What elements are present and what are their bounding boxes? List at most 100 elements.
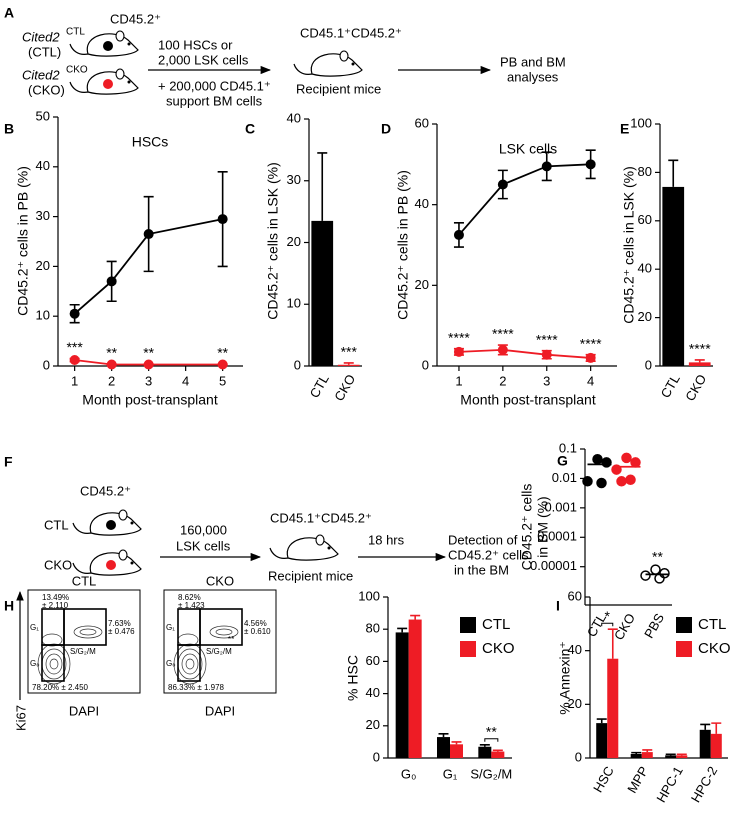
- diagram-text: (CTL): [28, 44, 61, 59]
- legend-swatch: [460, 617, 476, 633]
- significance: ****: [689, 341, 711, 357]
- error-bar: [397, 627, 408, 633]
- diagram-text: CTL: [44, 517, 69, 532]
- diagram-text: CD45.1⁺CD45.2⁺: [300, 25, 402, 40]
- data-point: [541, 161, 552, 172]
- bar: [630, 753, 642, 758]
- error-bar: [343, 362, 354, 365]
- bar: [662, 186, 685, 366]
- y-tick-label: 30: [36, 208, 50, 223]
- x-tick-label: CKO: [682, 372, 709, 404]
- data-point: [106, 359, 117, 370]
- gate: [41, 608, 65, 646]
- x-tick-label: 4: [182, 373, 189, 388]
- mouse-eye: [127, 80, 131, 84]
- y-tick-label: 20: [287, 234, 301, 249]
- data-point: [143, 359, 154, 370]
- data-point: [585, 159, 596, 170]
- y-axis-label: % Annexin⁺: [557, 641, 573, 715]
- bar: [699, 729, 711, 758]
- mouse-eye: [130, 561, 134, 565]
- chart-title: LSK cells: [499, 141, 557, 157]
- series-line: [458, 348, 591, 359]
- data-point: [596, 477, 607, 489]
- gate: [199, 608, 243, 646]
- legend-swatch: [676, 641, 692, 657]
- x-tick-label: G₁: [443, 766, 458, 781]
- diagram-text: CTL: [66, 27, 85, 38]
- mouse-ear: [115, 30, 125, 42]
- diagram-text: LSK cells: [176, 538, 231, 553]
- data-point: [650, 564, 661, 575]
- error-bar: [596, 718, 607, 724]
- x-tick-label: CTL: [307, 372, 332, 401]
- y-tick-label: 100: [630, 115, 652, 130]
- error-bar: [317, 152, 328, 221]
- x-tick-label: HPC-1: [653, 764, 685, 805]
- data-point: [640, 570, 651, 581]
- y-tick-label: 0: [422, 357, 429, 372]
- x-tick-label: 3: [145, 373, 152, 388]
- y-tick-label: 20: [568, 696, 582, 711]
- diagram-text: Recipient mice: [296, 81, 381, 96]
- bar: [596, 723, 608, 758]
- mouse-ear: [115, 68, 125, 80]
- data-point: [621, 452, 632, 464]
- contour: [37, 643, 71, 685]
- x-tick-label: 3: [543, 373, 550, 388]
- data-point: [143, 229, 154, 240]
- y-tick-label: 40: [415, 196, 429, 211]
- contour: [49, 658, 59, 670]
- y-tick-label: 30: [287, 172, 301, 187]
- y-tick-label: 40: [568, 642, 582, 657]
- diagram-text: CD45.2⁺ cells: [448, 547, 529, 562]
- diagram-text: F: [4, 454, 13, 470]
- mouse-marker: [103, 41, 113, 51]
- diagram-text: A: [4, 5, 14, 21]
- y-axis-label: CD45.2⁺ cells in LSK (%): [265, 162, 281, 320]
- legend-label: CKO: [482, 640, 515, 657]
- bar: [491, 751, 505, 758]
- y-tick-label: 0.001: [544, 499, 577, 514]
- bar: [607, 658, 619, 758]
- data-point: [69, 308, 80, 319]
- diagram-text: CD45.2⁺: [110, 11, 161, 26]
- axis-label: DAPI: [69, 703, 99, 718]
- contour: [215, 628, 233, 636]
- y-axis-label: CD45.2⁺ cells in LSK (%): [621, 166, 637, 324]
- diagram-text: 160,000: [180, 522, 227, 537]
- y-tick-label: 40: [366, 685, 380, 700]
- x-axis-label: Month post-transplant: [460, 392, 596, 408]
- y-tick-label: 60: [638, 212, 652, 227]
- diagram-text: CD45.1⁺CD45.2⁺: [270, 510, 372, 525]
- data-point: [541, 349, 552, 360]
- significance: ****: [536, 331, 558, 347]
- x-tick-label: 1: [71, 373, 78, 388]
- diagram-text: CD45.2⁺: [80, 483, 131, 498]
- plot-frame: [163, 589, 277, 694]
- mouse-ear: [118, 549, 128, 561]
- data-point: [217, 359, 228, 370]
- contour: [45, 653, 63, 675]
- y-tick-label: 60: [366, 653, 380, 668]
- data-point: [616, 476, 627, 487]
- gate-label: 7.63%: [108, 619, 131, 628]
- gate-label: ± 1.423: [178, 601, 205, 610]
- diagram-text: (CKO): [28, 82, 65, 97]
- error-bar: [438, 733, 449, 738]
- bar: [408, 619, 422, 758]
- gate-label: 4.56%: [244, 619, 267, 628]
- bar: [688, 362, 711, 366]
- error-bar: [668, 159, 679, 187]
- y-tick-label: 40: [36, 158, 50, 173]
- contour: [185, 658, 195, 670]
- y-tick-label: 0.01: [552, 470, 577, 485]
- data-point: [582, 476, 593, 487]
- significance: **: [228, 635, 234, 644]
- error-bar: [631, 751, 642, 754]
- diagram-text: 2,000 LSK cells: [158, 52, 249, 67]
- data-point: [497, 179, 508, 190]
- x-tick-label: 5: [219, 373, 226, 388]
- gate-label: 86.33% ± 1.978: [168, 683, 225, 692]
- diagram-text: Cited2: [22, 29, 60, 44]
